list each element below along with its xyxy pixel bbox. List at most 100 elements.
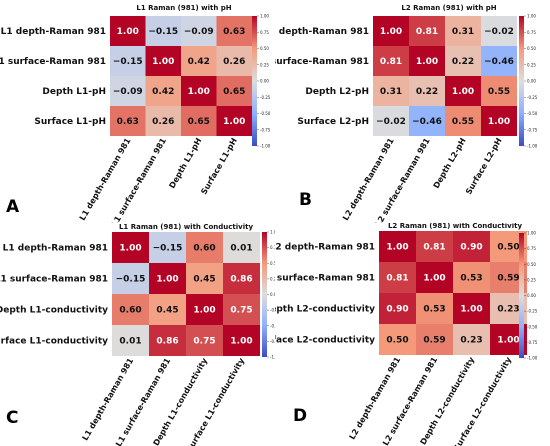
panel-b-cell-r0-c3 <box>481 16 517 46</box>
panel-a-cell-label-r3-c1: 0.26 <box>152 117 174 127</box>
panel-b-cell-label-r3-c3: 1.00 <box>488 117 510 127</box>
panel-c-colorbar-tick-label-5: -0.25 <box>270 308 275 313</box>
panel-c-cell-r1-c0 <box>112 263 149 294</box>
panel-b-cell-label-r0-c3: −0.02 <box>484 27 514 37</box>
panel-b-col-label-3: Surface L2-pH <box>464 137 504 197</box>
heatmap-panel-d: L2 Raman (981) with Conductivity 1.00 0.81… <box>275 223 538 446</box>
panel-b-cell-label-r2-c2: 1.00 <box>452 87 474 97</box>
panel-a-cell-label-r2-c0: −0.09 <box>113 87 143 97</box>
heatmap-panel-b: L2 Raman (981) with pH 1.00 0.81 0.31 −0.02 0… <box>275 4 538 223</box>
panel-a-col-label-3: Surface L1-pH <box>199 137 239 197</box>
heatmap-panel-a: L1 Raman (981) with pH 1.00 −0.15 −0.09 0.63… <box>0 4 271 223</box>
panel-a-cell-r3-c1 <box>145 106 181 136</box>
panel-d-cell-r1-c2 <box>453 262 490 293</box>
panel-d-cell-label-r1-c2: 0.53 <box>460 274 482 284</box>
panel-a-cell-r3-c0 <box>110 106 146 136</box>
panel-a-cell-r0-c0 <box>110 16 146 46</box>
panel-b-colorbar-tick-label-6: -0.50 <box>527 111 538 116</box>
panel-d-cell-r3-c0 <box>379 324 416 355</box>
panel-c-cell-label-r0-c2: 0.60 <box>193 244 215 254</box>
panel-a-cell-r0-c2 <box>181 16 217 46</box>
panel-a-col-label-2: Depth L1-pH <box>167 137 203 190</box>
panel-d-cell-label-r3-c0: 0.50 <box>386 336 408 346</box>
panel-a-cell-label-r0-c2: −0.09 <box>184 27 214 37</box>
panel-c-cell-r0-c0 <box>112 232 149 263</box>
panel-a-cell-label-r1-c1: 1.00 <box>152 57 174 67</box>
panel-c-row-label-1: L1 surface-Raman 981 <box>0 275 108 285</box>
panel-a-letter: A <box>6 197 20 217</box>
panel-d-cell-r1-c0 <box>379 262 416 293</box>
panel-d-cell-label-r2-c2: 1.00 <box>460 305 482 315</box>
panel-d-row-label-2: Depth L2-conductivity <box>275 305 375 315</box>
panel-c-cell-r1-c2 <box>186 263 223 294</box>
panel-c-cell-r2-c0 <box>112 294 149 325</box>
panel-b-row-label-1: L2 surface-Raman 981 <box>275 57 369 67</box>
panel-c-cell-label-r1-c1: 1.00 <box>156 275 178 285</box>
panel-b-cell-r0-c1 <box>409 16 445 46</box>
panel-c-cell-label-r3-c2: 0.75 <box>193 337 215 347</box>
panel-b-cell-label-r1-c2: 0.22 <box>452 57 474 67</box>
panel-a-colorbar-tick-label-5: -0.25 <box>260 95 271 100</box>
panel-d-cell-r0-c2 <box>453 231 490 262</box>
panel-a-cell-label-r2-c1: 0.42 <box>152 87 174 97</box>
panel-d-colorbar-tick-label-5: -0.25 <box>527 309 538 314</box>
panel-c-cell-label-r0-c0: 1.00 <box>119 244 141 254</box>
panel-c-cell-label-r3-c1: 0.86 <box>156 337 178 347</box>
panel-b-colorbar-tick-label-3: 0.25 <box>527 62 536 67</box>
panel-a-cell-r0-c1 <box>145 16 181 46</box>
panel-c-cell-r1-c1 <box>149 263 186 294</box>
panel-b-cell-label-r3-c0: −0.02 <box>376 117 406 127</box>
panel-c-cell-label-r1-c2: 0.45 <box>193 275 215 285</box>
panel-c-colorbar-tick-label-4: 0.00 <box>270 292 275 297</box>
panel-c-cell-label-r2-c3: 0.75 <box>230 306 252 316</box>
panel-b-cell-r2-c0 <box>373 76 409 106</box>
panel-c-colorbar <box>262 232 267 357</box>
panel-a-colorbar-tick-label-2: 0.50 <box>260 46 269 51</box>
panel-d-colorbar-tick-label-8: -1.00 <box>527 356 538 361</box>
panel-d-colorbar-tick-label-6: -0.50 <box>527 324 538 329</box>
panel-d-colorbar-tick-label-0: 1.00 <box>527 231 536 236</box>
panel-b-cell-label-r0-c0: 1.00 <box>380 27 402 37</box>
panel-c-cell-label-r2-c1: 0.45 <box>156 306 178 316</box>
panel-c-title: L1 Raman (981) with Conductivity <box>119 223 254 231</box>
panel-b-cell-r0-c2 <box>445 16 481 46</box>
panel-c-cell-r3-c3 <box>223 325 260 356</box>
panel-c-cell-r0-c3 <box>223 232 260 263</box>
panel-d-row-label-1: L2 surface-Raman 981 <box>275 274 375 284</box>
panel-c-colorbar-tick-label-0: 1.00 <box>270 230 275 235</box>
panel-d-colorbar-tick-label-7: -0.75 <box>527 340 538 345</box>
panel-d-cell-label-r0-c3: 0.50 <box>497 243 519 253</box>
panel-d-cell-label-r2-c3: 0.23 <box>497 305 519 315</box>
panel-a-cell-r3-c2 <box>181 106 217 136</box>
panel-c-cell-label-r1-c3: 0.86 <box>230 275 252 285</box>
panel-c-letter: C <box>6 408 18 428</box>
panel-a-cell-label-r3-c3: 1.00 <box>223 117 245 127</box>
panel-d-cell-r3-c2 <box>453 324 490 355</box>
panel-c-colorbar-tick-label-1: 0.75 <box>270 245 275 250</box>
panel-b-cell-r3-c3 <box>481 106 517 136</box>
panel-b-row-label-2: Depth L2-pH <box>305 87 369 97</box>
panel-d-cell-r3-c1 <box>416 324 453 355</box>
panel-b-cell-r2-c3 <box>481 76 517 106</box>
panel-d-letter: D <box>293 406 307 426</box>
panel-d-cell-r0-c1 <box>416 231 453 262</box>
panel-a-colorbar <box>252 16 257 146</box>
panel-b-colorbar-tick-label-5: -0.25 <box>527 95 538 100</box>
panel-c-cell-r3-c0 <box>112 325 149 356</box>
panel-b-col-label-2: Depth L2-pH <box>432 137 468 190</box>
panel-a-cell-r3-c3 <box>216 106 252 136</box>
panel-d-cell-r0-c0 <box>379 231 416 262</box>
panel-d-row-label-0: L2 depth-Raman 981 <box>275 243 375 253</box>
panel-c-cell-label-r1-c0: −0.15 <box>116 275 146 285</box>
panel-b-cell-r3-c1 <box>409 106 445 136</box>
panel-d-cell-label-r1-c0: 0.81 <box>386 274 408 284</box>
panel-a-row-label-2: Depth L1-pH <box>42 87 106 97</box>
panel-b-cell-r2-c1 <box>409 76 445 106</box>
panel-a-row-label-0: L1 depth-Raman 981 <box>1 27 106 37</box>
panel-b-colorbar <box>519 16 524 146</box>
panel-a-cell-r2-c0 <box>110 76 146 106</box>
panel-a-cell-label-r0-c3: 0.63 <box>223 27 245 37</box>
heatmap-panel-c: L1 Raman (981) with Conductivity 1.00 −0.1… <box>0 223 275 446</box>
panel-b-cell-r1-c1 <box>409 46 445 76</box>
panel-c-cell-r0-c1 <box>149 232 186 263</box>
